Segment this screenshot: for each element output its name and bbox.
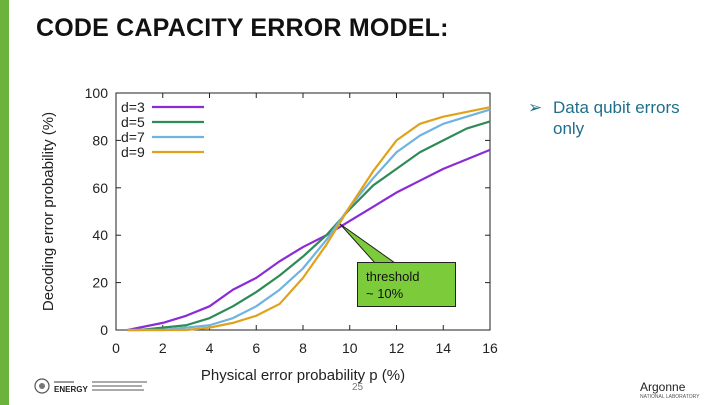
y-axis-label: Decoding error probability (%)	[40, 112, 57, 311]
callout-line-1: threshold	[366, 269, 420, 284]
x-tick-label: 10	[342, 340, 358, 356]
arrow-bullet-icon: ➢	[528, 98, 543, 117]
bullet-text: Data qubit errors only	[553, 98, 680, 138]
legend-label: d=3	[121, 99, 145, 115]
x-tick-label: 14	[435, 340, 451, 356]
series-line-d=7	[127, 108, 491, 332]
y-tick-label: 80	[92, 132, 108, 148]
argonne-logo: Argonne	[640, 380, 686, 394]
x-tick-label: 16	[482, 340, 498, 356]
legend-label: d=9	[121, 144, 145, 160]
series-line-d=5	[127, 120, 491, 332]
bullet-point: ➢ Data qubit errors only	[528, 97, 708, 139]
legend-label: d=5	[121, 114, 145, 130]
page-number: 25	[352, 382, 364, 393]
y-tick-label: 20	[92, 275, 108, 291]
x-axis-label: Physical error probability p (%)	[201, 367, 405, 384]
line-chart: 0 20 40 60 80 100 0 2 4 6 8 10 12 14 16 Physical error …	[40, 85, 498, 384]
doe-logo: ENERGY	[34, 378, 147, 394]
legend-label: d=7	[121, 129, 145, 145]
y-tick-label: 0	[100, 322, 108, 338]
x-tick-label: 4	[206, 340, 214, 356]
threshold-callout: threshold ~ 10%	[357, 262, 456, 307]
x-tick-label: 6	[252, 340, 260, 356]
y-tick-label: 100	[85, 85, 109, 101]
energy-wordmark: ENERGY	[54, 385, 88, 394]
x-tick-label: 8	[299, 340, 307, 356]
series-line-d=3	[127, 148, 491, 332]
y-tick-label: 60	[92, 180, 108, 196]
x-tick-label: 12	[389, 340, 405, 356]
slide-title: CODE CAPACITY ERROR MODEL:	[36, 14, 449, 42]
x-tick-label: 2	[159, 340, 167, 356]
accent-bar	[0, 0, 9, 405]
y-tick-label: 40	[92, 227, 108, 243]
argonne-logo-subtitle: NATIONAL LABORATORY	[640, 394, 700, 400]
x-tick-label: 0	[112, 340, 120, 356]
callout-line-2: ~ 10%	[366, 286, 404, 301]
series-line-d=9	[127, 106, 491, 332]
